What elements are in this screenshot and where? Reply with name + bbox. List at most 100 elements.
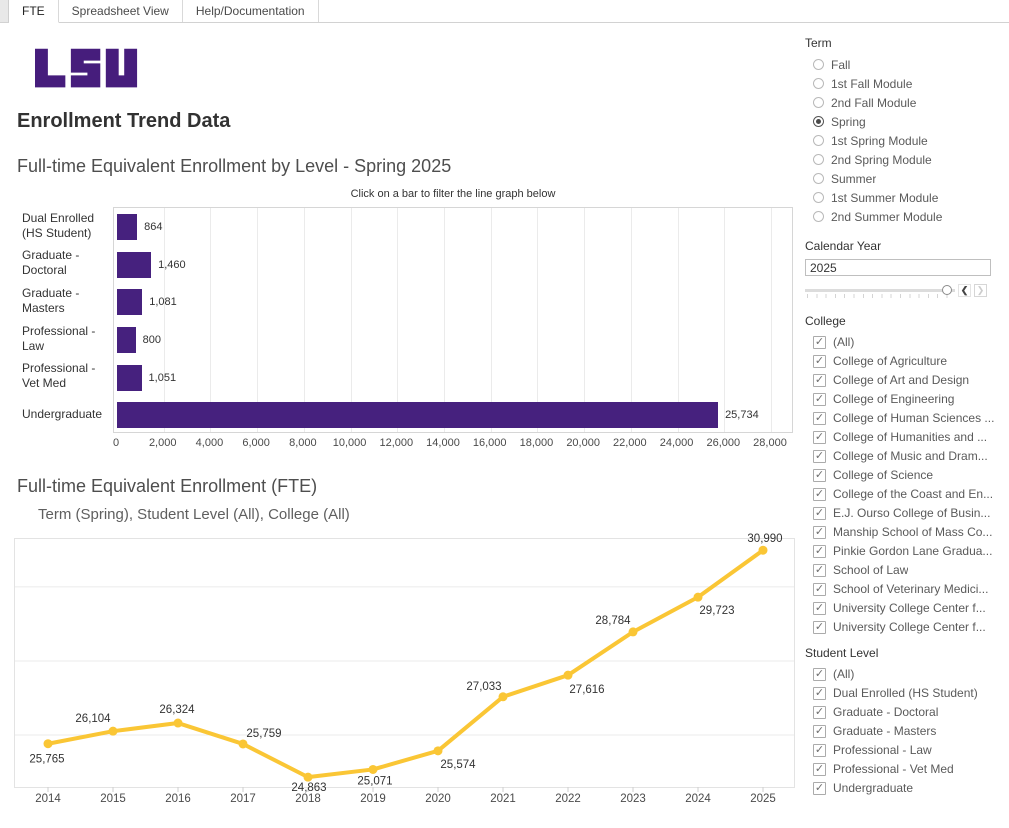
college-filter-header: College [805,313,846,328]
student-level-option[interactable]: ✓ Graduate - Masters [805,722,1001,741]
slider-track[interactable] [805,284,955,298]
tab-scroll-stub[interactable] [0,0,9,22]
line-point[interactable] [173,718,183,728]
slider-tick-marks [807,293,953,298]
line-point[interactable] [433,746,443,756]
student-level-option[interactable]: ✓ Professional - Vet Med [805,760,1001,779]
line-point[interactable] [498,692,508,702]
line-point[interactable] [693,592,703,602]
bar-value-label: 25,734 [725,409,759,422]
term-option[interactable]: Summer [805,169,1001,188]
line-point[interactable] [758,545,768,555]
radio-icon [813,154,824,165]
tab-fte[interactable]: FTE [9,0,59,23]
term-option[interactable]: Fall [805,55,1001,74]
college-option[interactable]: ✓ College of Human Sciences ... [805,409,1001,428]
bar[interactable] [117,326,136,353]
college-option[interactable]: ✓ School of Veterinary Medici... [805,580,1001,599]
student-level-option[interactable]: ✓ (All) [805,665,1001,684]
option-label: (All) [833,335,855,349]
line-value-label: 24,863 [291,782,326,794]
college-option[interactable]: ✓ (All) [805,333,1001,352]
checkbox-checked-icon: ✓ [813,449,826,463]
term-option[interactable]: 2nd Spring Module [805,150,1001,169]
bar-category-label[interactable]: Graduate - Masters [22,286,80,316]
term-option[interactable]: 1st Spring Module [805,131,1001,150]
slider-handle[interactable] [942,284,952,295]
college-option[interactable]: ✓ College of Science [805,466,1001,485]
filter-panel: Term Fall 1st Fall Module 2nd Fall Module S… [805,36,1001,798]
plot-border [14,538,795,788]
checkbox-checked-icon: ✓ [813,411,826,425]
option-label: University College Center f... [833,620,986,634]
college-option[interactable]: ✓ College of Engineering [805,390,1001,409]
college-option[interactable]: ✓ University College Center f... [805,599,1001,618]
x-axis-tick-label: 28,000 [753,437,787,449]
term-option[interactable]: 1st Summer Module [805,188,1001,207]
college-option[interactable]: ✓ Pinkie Gordon Lane Gradua... [805,542,1001,561]
college-checkbox-list: ✓ (All) ✓ College of Agriculture ✓ College of… [805,333,1001,637]
year-next-button[interactable]: ❯ [974,284,987,297]
option-label: University College Center f... [833,601,986,615]
college-option[interactable]: ✓ College of Agriculture [805,352,1001,371]
college-option[interactable]: ✓ Manship School of Mass Co... [805,523,1001,542]
line-value-label: 25,071 [357,775,392,787]
college-option[interactable]: ✓ College of the Coast and En... [805,485,1001,504]
bar-category-label[interactable]: Professional - Vet Med [22,361,96,391]
college-option[interactable]: ✓ College of Music and Dram... [805,447,1001,466]
bar[interactable] [117,251,152,278]
student-level-option[interactable]: ✓ Professional - Law [805,741,1001,760]
radio-icon [813,97,824,108]
student-level-option[interactable]: ✓ Dual Enrolled (HS Student) [805,684,1001,703]
year-prev-button[interactable]: ❮ [958,284,971,297]
line-point[interactable] [563,670,573,680]
college-option[interactable]: ✓ College of Humanities and ... [805,428,1001,447]
option-label: Fall [831,57,851,72]
term-option[interactable]: 1st Fall Module [805,74,1001,93]
term-option[interactable]: 2nd Fall Module [805,93,1001,112]
year-tick-label: 2021 [490,793,516,805]
bar-category-label[interactable]: Dual Enrolled (HS Student) [22,210,95,240]
term-option[interactable]: 2nd Summer Module [805,207,1001,226]
bar-category-label[interactable]: Undergraduate [22,406,103,421]
radio-icon [813,192,824,203]
student-level-option[interactable]: ✓ Undergraduate [805,779,1001,798]
calendar-year-input[interactable] [805,259,991,276]
line-value-label: 25,765 [29,754,64,766]
bar[interactable] [117,213,138,240]
year-tick-label: 2024 [685,793,711,805]
vertical-gridline [584,208,586,432]
line-point[interactable] [238,739,248,749]
bar-category-label[interactable]: Professional - Law [22,323,96,353]
option-label: College of Humanities and ... [833,430,988,444]
college-option[interactable]: ✓ School of Law [805,561,1001,580]
student-level-option[interactable]: ✓ Graduate - Doctoral [805,703,1001,722]
college-option[interactable]: ✓ College of Art and Design [805,371,1001,390]
line-point[interactable] [43,739,53,749]
vertical-gridline [397,208,399,432]
bar[interactable] [117,402,719,429]
checkbox-checked-icon: ✓ [813,601,826,615]
college-option[interactable]: ✓ University College Center f... [805,618,1001,637]
bar-value-label: 864 [144,220,163,233]
x-axis-tick-label: 0 [112,437,120,449]
bar[interactable] [117,289,143,316]
term-option[interactable]: Spring [805,112,1001,131]
bar-category-label[interactable]: Graduate - Doctoral [22,248,80,278]
checkbox-checked-icon: ✓ [813,582,826,596]
option-label: (All) [833,667,855,681]
line-point[interactable] [368,764,378,774]
bar[interactable] [117,364,142,391]
tab-help-documentation[interactable]: Help/Documentation [182,0,319,22]
x-axis-tick-label: 18,000 [519,437,554,449]
line-point[interactable] [108,726,118,736]
option-label: 1st Summer Module [831,190,939,205]
term-filter: Term Fall 1st Fall Module 2nd Fall Module S… [805,36,1001,226]
checkbox-checked-icon: ✓ [813,781,826,795]
trend-line [46,548,765,780]
college-option[interactable]: ✓ E.J. Ourso College of Busin... [805,504,1001,523]
line-point[interactable] [303,772,313,782]
line-value-label: 26,104 [75,713,111,725]
tab-spreadsheet-view[interactable]: Spreadsheet View [58,0,183,22]
line-point[interactable] [628,627,638,637]
